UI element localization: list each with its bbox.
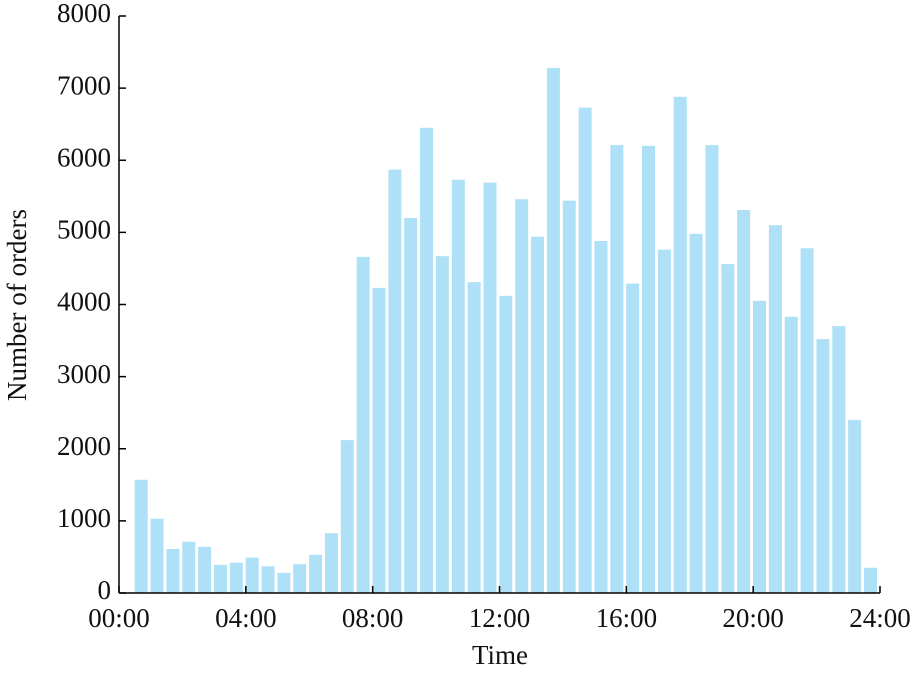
bar [705, 145, 719, 593]
bar [531, 236, 545, 593]
bar [562, 200, 576, 593]
x-axis-label: Time [472, 640, 528, 670]
bar [245, 557, 259, 593]
y-tick-label: 2000 [57, 431, 111, 461]
bar [753, 300, 767, 593]
bar [673, 96, 687, 593]
bar [229, 562, 243, 593]
bar [420, 127, 434, 593]
bar [768, 225, 782, 593]
bar [467, 282, 481, 593]
x-tick-label: 20:00 [722, 603, 784, 633]
bar [483, 182, 497, 593]
bar [261, 566, 275, 593]
x-tick-label: 24:00 [849, 603, 911, 633]
bar [594, 241, 608, 593]
bar [689, 233, 703, 593]
y-tick-label: 8000 [57, 0, 111, 28]
x-tick-label: 04:00 [215, 603, 277, 633]
bar [721, 264, 735, 593]
y-tick-label: 4000 [57, 287, 111, 317]
bar [182, 541, 196, 593]
bar [848, 419, 862, 593]
bar [150, 518, 164, 593]
bar [356, 256, 370, 593]
bar [404, 217, 418, 593]
y-tick-label: 5000 [57, 215, 111, 245]
y-tick-label: 0 [98, 575, 112, 605]
bar [293, 564, 307, 593]
bar [213, 564, 227, 593]
bar [832, 326, 846, 593]
x-tick-label: 12:00 [469, 603, 531, 633]
bar [309, 554, 323, 593]
y-tick-label: 1000 [57, 503, 111, 533]
bar [499, 295, 513, 593]
bar [578, 107, 592, 593]
bar [451, 179, 465, 593]
bar [388, 169, 402, 593]
bar [277, 572, 291, 593]
bar [324, 533, 338, 593]
bar [435, 256, 449, 593]
x-tick-label: 16:00 [596, 603, 658, 633]
bar [198, 546, 212, 593]
bar [816, 339, 830, 593]
bar [784, 316, 798, 593]
x-tick-label: 00:00 [88, 603, 150, 633]
bar [737, 210, 751, 594]
bar [340, 440, 354, 593]
bar [863, 567, 877, 593]
x-tick-label: 08:00 [342, 603, 404, 633]
bar [642, 145, 656, 593]
bar [166, 549, 180, 593]
y-tick-label: 6000 [57, 142, 111, 172]
bar [546, 67, 560, 594]
bar [800, 248, 814, 593]
bar [610, 145, 624, 593]
bar [372, 287, 386, 593]
y-tick-label: 7000 [57, 70, 111, 100]
bar [515, 199, 529, 593]
bar [626, 283, 640, 593]
y-tick-label: 3000 [57, 359, 111, 389]
bar [657, 249, 671, 593]
y-axis-label: Number of orders [2, 209, 32, 401]
bar [134, 479, 148, 593]
